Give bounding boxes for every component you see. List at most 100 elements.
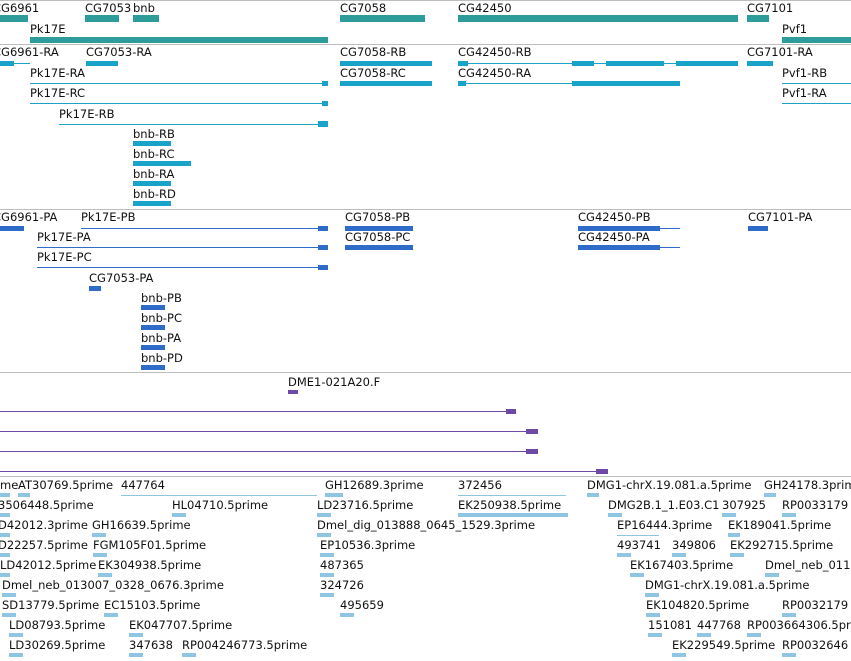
transcript-label[interactable]: CG7101-RA — [747, 45, 813, 59]
transcript-label[interactable]: bnb-RA — [133, 167, 175, 181]
est-label[interactable]: SD13779.5prime — [2, 598, 100, 612]
est-label[interactable]: 151081 — [648, 618, 692, 632]
cds-feature[interactable] — [748, 226, 768, 231]
est-label[interactable]: RP004246773.5prime — [182, 638, 308, 652]
est-feature[interactable] — [182, 653, 196, 657]
gene-feature[interactable] — [458, 15, 738, 22]
transcript-feature[interactable] — [782, 83, 851, 84]
gene-feature[interactable] — [340, 15, 425, 22]
cds-feature[interactable] — [141, 345, 165, 350]
est-feature[interactable] — [458, 513, 568, 517]
est-feature[interactable] — [18, 493, 30, 497]
gene-feature[interactable] — [30, 37, 328, 43]
est-label[interactable]: GH12689.3prime — [325, 478, 424, 492]
est-feature[interactable] — [340, 613, 354, 617]
gene-label[interactable]: bnb — [133, 1, 155, 15]
gene-feature[interactable] — [0, 15, 28, 22]
est-feature[interactable] — [645, 593, 659, 597]
cds-label[interactable]: bnb-PB — [141, 291, 182, 305]
clone-feature[interactable] — [288, 390, 298, 394]
est-feature[interactable] — [648, 633, 662, 637]
est-label[interactable]: 307925 — [722, 498, 766, 512]
est-feature[interactable] — [317, 533, 331, 537]
transcript-feature[interactable] — [322, 101, 328, 106]
cds-feature[interactable] — [89, 286, 101, 291]
transcript-feature[interactable] — [133, 161, 191, 166]
cds-label[interactable]: CG7058-PC — [345, 230, 411, 244]
est-feature[interactable] — [0, 573, 10, 577]
transcript-feature[interactable] — [0, 61, 14, 66]
cds-label[interactable]: bnb-PA — [141, 331, 182, 345]
transcript-label[interactable]: Pk17E-RC — [30, 86, 86, 100]
est-label[interactable]: Dmel_neb_013007_0328_0676.3prime — [2, 578, 224, 592]
est-label[interactable]: Dmel_neb_011415 — [765, 558, 851, 572]
gene-feature[interactable] — [133, 15, 159, 22]
est-feature[interactable] — [2, 593, 16, 597]
cds-feature[interactable] — [37, 247, 328, 248]
transcript-label[interactable]: CG42450-RB — [458, 45, 532, 59]
est-label[interactable]: EK304938.5prime — [98, 558, 202, 572]
est-feature[interactable] — [0, 513, 10, 517]
gene-label[interactable]: CG42450 — [458, 1, 512, 15]
transcript-label[interactable]: Pk17E-RB — [59, 107, 115, 121]
clone-feature[interactable] — [526, 449, 538, 454]
est-label[interactable]: AT30769.5prime — [18, 478, 114, 492]
est-feature[interactable] — [2, 613, 16, 617]
est-feature[interactable] — [104, 613, 118, 617]
gene-label[interactable]: Pk17E — [30, 22, 66, 36]
gene-label[interactable]: CG7058 — [340, 1, 387, 15]
est-label[interactable]: EK250938.5prime — [458, 498, 562, 512]
est-feature[interactable] — [608, 513, 622, 517]
est-feature[interactable] — [320, 593, 334, 597]
clone-label[interactable]: DME1-021A20.F — [288, 375, 381, 389]
gene-label[interactable]: Pvf1 — [782, 22, 808, 36]
gene-feature[interactable] — [782, 37, 851, 43]
est-label[interactable]: 487365 — [320, 558, 364, 572]
est-label[interactable]: EK104820.5prime — [646, 598, 750, 612]
cds-label[interactable]: CG7101-PA — [748, 210, 813, 224]
cds-label[interactable]: Pk17E-PC — [37, 250, 92, 264]
est-label[interactable]: 349806 — [672, 538, 716, 552]
est-feature[interactable] — [747, 633, 761, 637]
cds-label[interactable]: CG42450-PB — [578, 210, 651, 224]
est-label[interactable]: EP16444.3prime — [617, 518, 713, 532]
transcript-feature[interactable] — [606, 61, 664, 66]
gene-feature[interactable] — [747, 15, 769, 22]
cds-feature[interactable] — [141, 365, 165, 370]
est-feature[interactable] — [9, 653, 23, 657]
est-label[interactable]: LD42012.5prime — [0, 558, 97, 572]
cds-feature[interactable] — [141, 325, 165, 330]
cds-label[interactable]: CG7058-PB — [345, 210, 411, 224]
transcript-label[interactable]: Pvf1-RA — [782, 86, 827, 100]
transcript-label[interactable]: bnb-RC — [133, 147, 175, 161]
est-feature[interactable] — [697, 633, 711, 637]
transcript-feature[interactable] — [340, 61, 432, 66]
gene-feature[interactable] — [85, 15, 119, 22]
cds-feature[interactable] — [345, 226, 413, 231]
cds-feature[interactable] — [318, 245, 328, 250]
est-label[interactable]: LD30269.5prime — [9, 638, 106, 652]
transcript-label[interactable]: bnb-RB — [133, 127, 175, 141]
est-feature[interactable] — [129, 633, 143, 637]
est-feature[interactable] — [765, 573, 779, 577]
transcript-feature[interactable] — [458, 83, 680, 84]
est-feature[interactable] — [92, 533, 106, 537]
transcript-label[interactable]: CG6961-RA — [0, 45, 59, 59]
cds-feature[interactable] — [578, 226, 660, 231]
transcript-feature[interactable] — [318, 121, 328, 127]
est-feature[interactable] — [782, 613, 796, 617]
est-label[interactable]: 495659 — [340, 598, 384, 612]
est-feature[interactable] — [320, 553, 334, 557]
est-label[interactable]: 3506448.5prime — [0, 498, 94, 512]
transcript-feature[interactable] — [572, 81, 680, 86]
est-feature[interactable] — [9, 633, 23, 637]
est-feature[interactable] — [0, 493, 10, 497]
est-label[interactable]: FGM105F01.5prime — [93, 538, 207, 552]
cds-label[interactable]: Pk17E-PB — [81, 210, 136, 224]
transcript-feature[interactable] — [340, 81, 432, 86]
cds-feature[interactable] — [81, 228, 328, 229]
transcript-label[interactable]: Pvf1-RB — [782, 66, 828, 80]
est-label[interactable]: GH16639.5prime — [92, 518, 191, 532]
cds-label[interactable]: CG42450-PA — [578, 230, 650, 244]
est-label[interactable]: GH24178.3prime — [764, 478, 851, 492]
